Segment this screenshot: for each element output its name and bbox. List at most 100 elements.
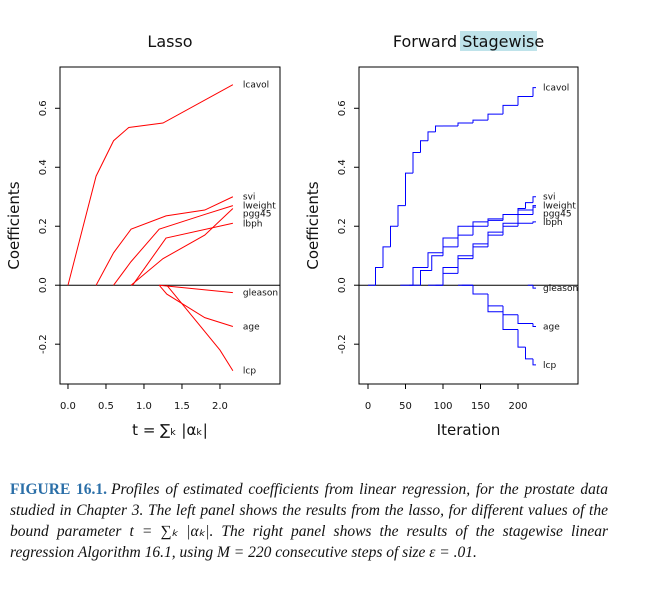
x-tick-label: 100 bbox=[433, 401, 452, 412]
title-highlight bbox=[460, 31, 537, 51]
step-segment bbox=[472, 246, 488, 259]
step-segment bbox=[457, 225, 473, 239]
coef-line bbox=[113, 205, 234, 286]
step-segment bbox=[487, 294, 503, 307]
step-segment bbox=[502, 213, 518, 219]
step-segment bbox=[457, 234, 473, 247]
x-axis-label: t = ∑ₖ |αₖ| bbox=[132, 421, 208, 439]
step-segment bbox=[442, 267, 458, 286]
x-tick-label: 1.5 bbox=[174, 401, 190, 412]
series-label: pgg45 bbox=[243, 210, 272, 220]
step-segment bbox=[472, 243, 488, 256]
y-tick-label: 0.4 bbox=[337, 159, 348, 175]
step-segment bbox=[472, 285, 488, 295]
step-segment bbox=[532, 206, 536, 215]
series-label: lcp bbox=[543, 361, 556, 371]
step-segment bbox=[442, 237, 458, 253]
step-segment bbox=[382, 246, 391, 268]
step-segment bbox=[502, 225, 518, 236]
x-tick-label: 1.0 bbox=[136, 401, 152, 412]
step-segment bbox=[487, 294, 503, 313]
coef-line bbox=[130, 208, 234, 286]
series-label: svi bbox=[243, 193, 256, 203]
y-tick-label: 0.2 bbox=[337, 218, 348, 234]
step-segment bbox=[457, 255, 473, 268]
y-tick-label: 0.4 bbox=[38, 159, 49, 175]
step-segment bbox=[412, 267, 428, 286]
step-segment bbox=[442, 272, 458, 286]
chart-title: Forward Stagewise bbox=[393, 32, 544, 51]
step-segment bbox=[487, 219, 503, 227]
step-segment bbox=[502, 222, 518, 233]
step-segment bbox=[472, 225, 488, 236]
y-tick-label: -0.2 bbox=[337, 334, 348, 354]
coef-line bbox=[159, 284, 233, 294]
caption-label: FIGURE 16.1. bbox=[10, 481, 108, 498]
y-axis-label: Coefficients bbox=[5, 181, 23, 269]
series-label: lbph bbox=[243, 219, 263, 229]
step-segment bbox=[405, 172, 413, 206]
step-segment bbox=[435, 125, 443, 132]
step-segment bbox=[517, 208, 526, 215]
coef-line bbox=[132, 222, 233, 286]
step-segment bbox=[532, 358, 536, 366]
step-segment bbox=[532, 196, 536, 203]
step-segment bbox=[517, 95, 533, 106]
caption: FIGURE 16.1. Profiles of estimated coeffi… bbox=[10, 479, 608, 563]
series-label: lbph bbox=[543, 218, 563, 228]
step-segment bbox=[525, 202, 533, 209]
y-tick-label: -0.2 bbox=[38, 334, 49, 354]
y-axis-label: Coefficients bbox=[304, 181, 322, 269]
step-segment bbox=[442, 246, 458, 256]
step-segment bbox=[457, 122, 473, 126]
y-tick-label: 0.2 bbox=[38, 218, 49, 234]
series-label: age bbox=[543, 322, 560, 332]
y-tick-label: 0.0 bbox=[337, 277, 348, 293]
caption-text: Profiles of estimated coefficients from … bbox=[10, 481, 608, 561]
series-label: lweight bbox=[243, 202, 276, 212]
step-segment bbox=[517, 213, 533, 224]
step-segment bbox=[420, 269, 432, 286]
y-tick-label: 0.0 bbox=[38, 277, 49, 293]
x-tick-label: 0 bbox=[365, 401, 371, 412]
series-label: svi bbox=[543, 193, 556, 203]
x-tick-label: 2.0 bbox=[212, 401, 228, 412]
y-tick-label: 0.6 bbox=[38, 100, 49, 116]
step-segment bbox=[502, 311, 518, 330]
step-segment bbox=[472, 221, 488, 227]
series-label: lweight bbox=[543, 202, 576, 212]
coef-line bbox=[158, 284, 234, 327]
step-segment bbox=[502, 104, 518, 115]
step-segment bbox=[431, 255, 443, 271]
step-segment bbox=[472, 119, 488, 124]
series-label: pgg45 bbox=[543, 210, 572, 220]
step-segment bbox=[525, 347, 533, 360]
step-segment bbox=[502, 213, 518, 221]
step-segment bbox=[502, 305, 518, 316]
step-segment bbox=[427, 252, 443, 268]
step-segment bbox=[517, 222, 533, 227]
step-segment bbox=[487, 113, 503, 121]
coef-line bbox=[95, 196, 234, 286]
step-segment bbox=[532, 323, 536, 327]
x-tick-label: 150 bbox=[471, 401, 490, 412]
step-segment bbox=[397, 205, 406, 227]
x-axis-label: Iteration bbox=[437, 421, 501, 439]
series-label: age bbox=[243, 322, 260, 332]
y-tick-label: 0.6 bbox=[337, 100, 348, 116]
step-segment bbox=[427, 131, 436, 141]
figure: Lasso t = ∑ₖ |αₖ| Coefficients 0.0 0.5 1.0 1.5… bbox=[5, 31, 579, 439]
step-segment bbox=[517, 329, 526, 348]
series-label: gleason bbox=[543, 284, 578, 294]
step-segment bbox=[532, 285, 536, 289]
coef-line bbox=[67, 84, 234, 286]
x-tick-label: 200 bbox=[508, 401, 527, 412]
plot-frame bbox=[358, 66, 579, 385]
coef-line bbox=[166, 284, 234, 371]
step-segment bbox=[472, 285, 488, 295]
chart-title: Lasso bbox=[147, 32, 192, 51]
x-tick-label: 50 bbox=[399, 401, 412, 412]
series-label: lcp bbox=[243, 367, 256, 377]
step-segment bbox=[390, 225, 398, 247]
